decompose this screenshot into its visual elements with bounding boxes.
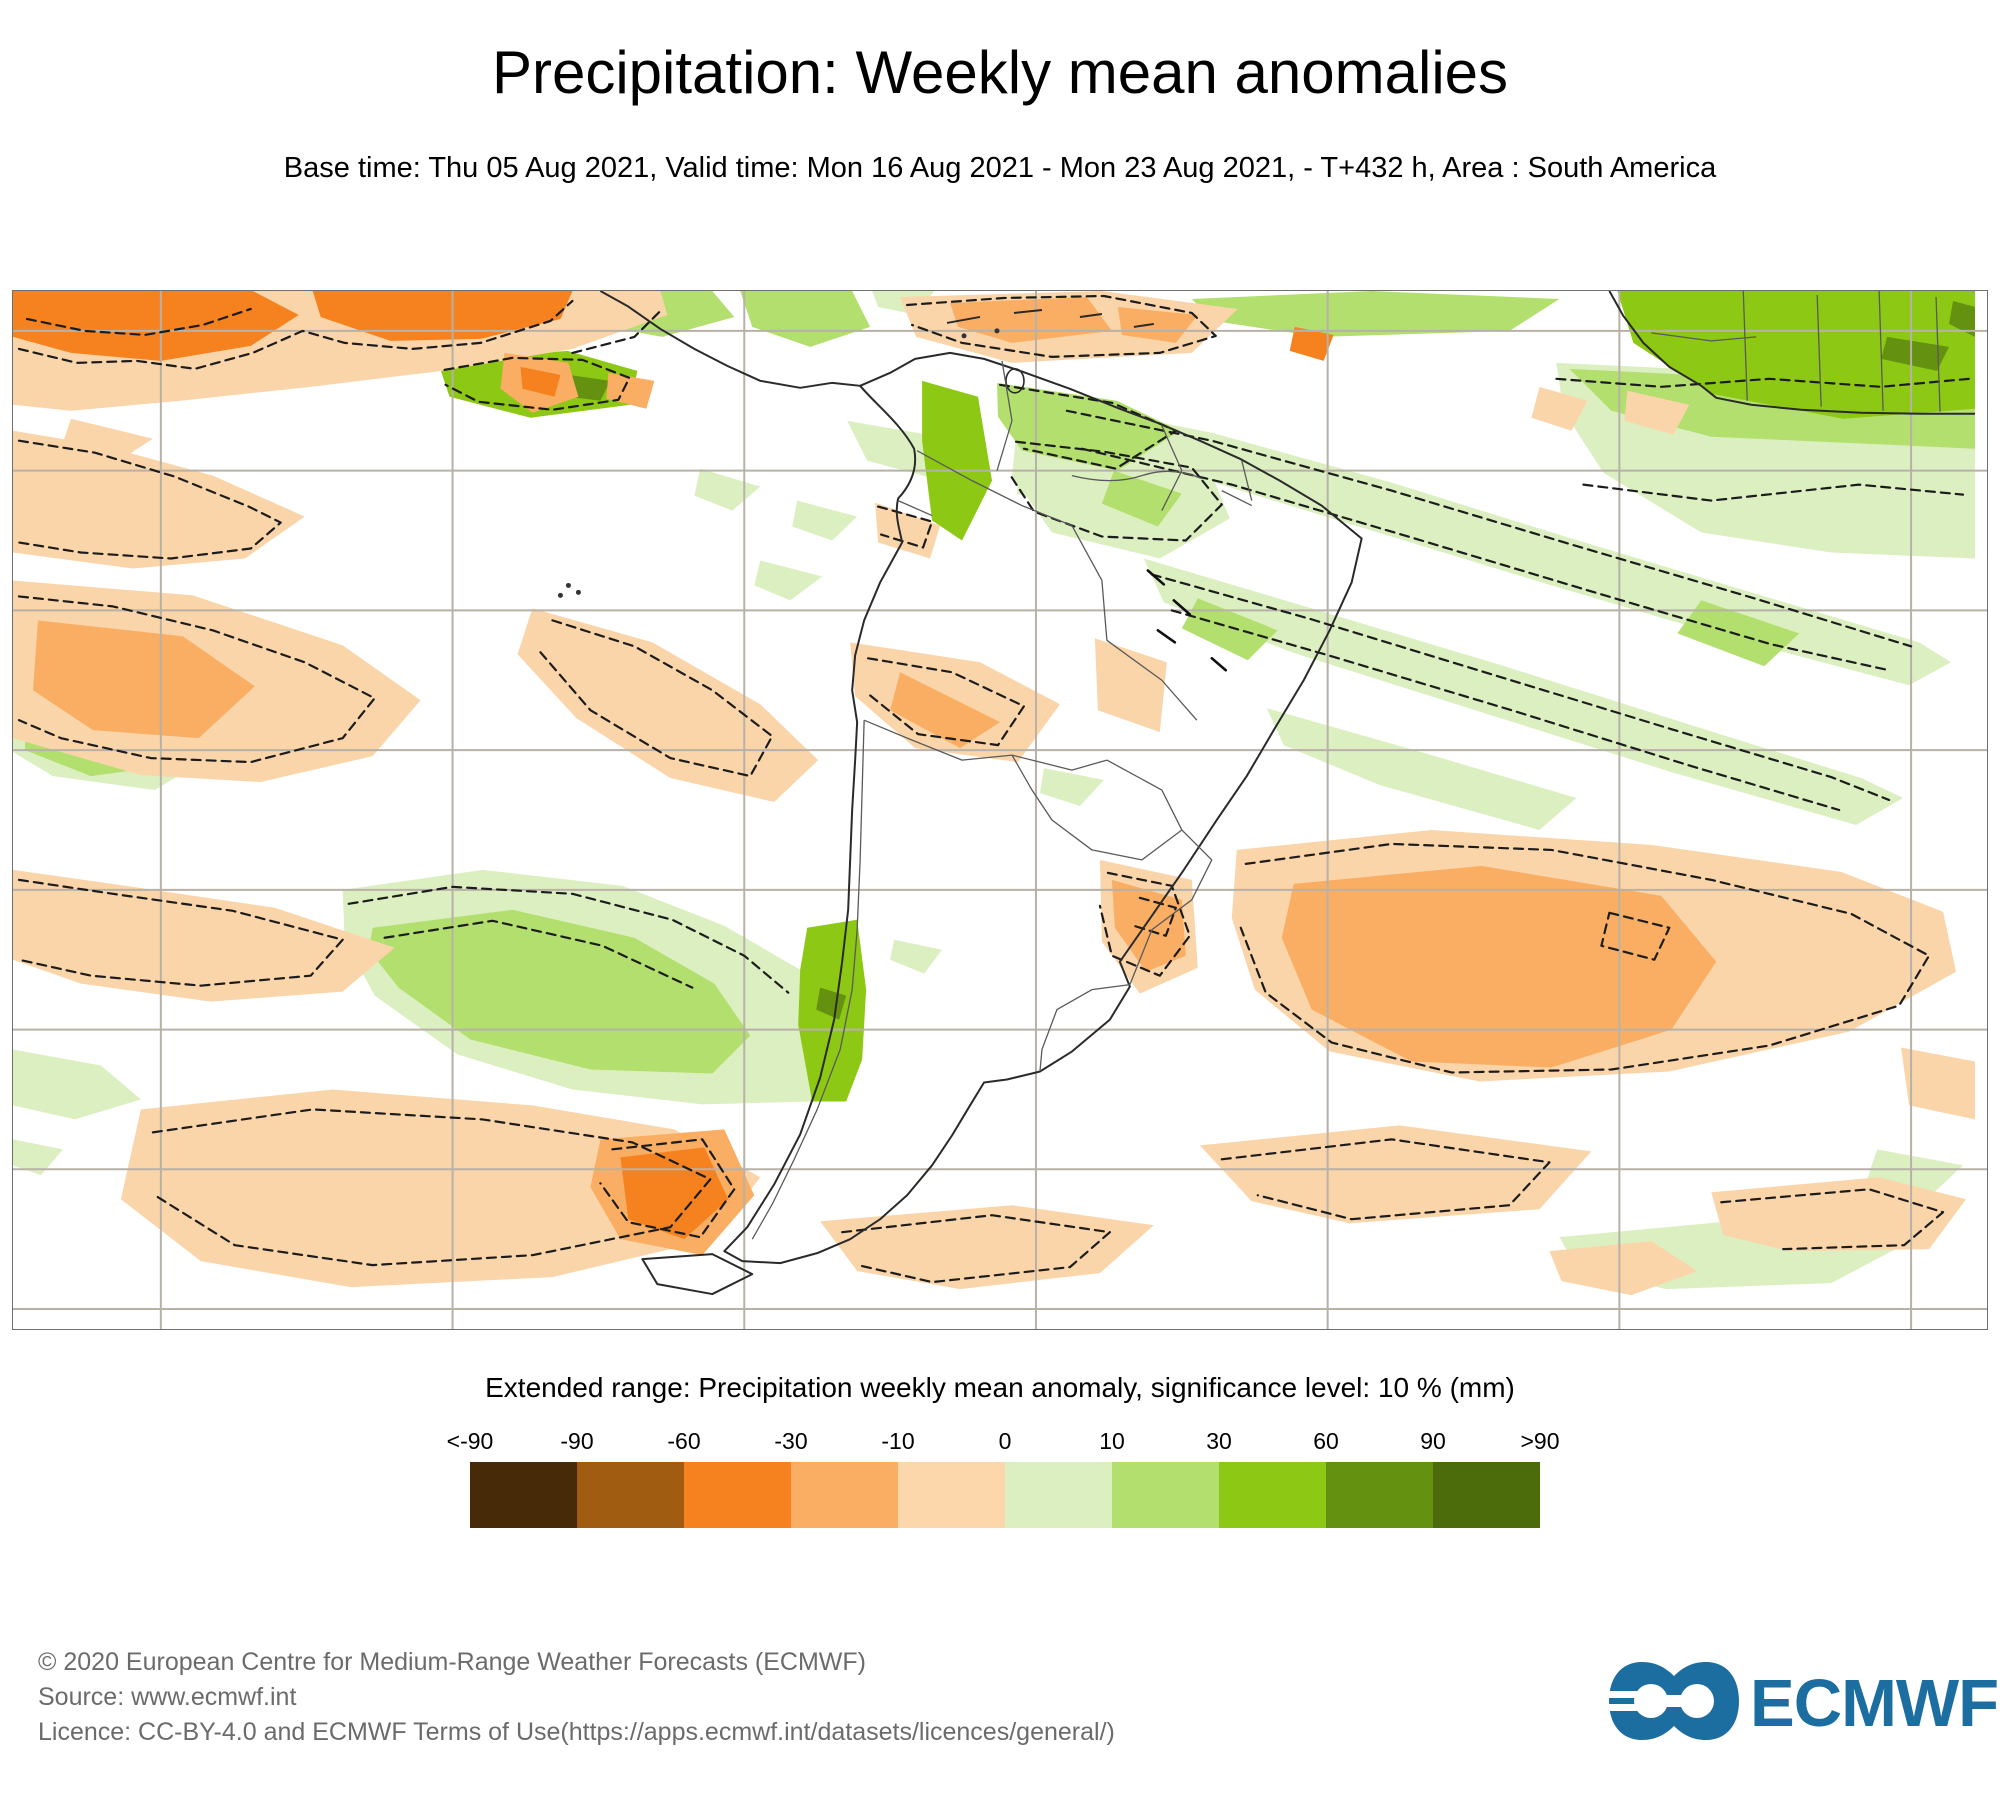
colorbar-cell [1005,1462,1112,1528]
colorbar-tick-label: -60 [667,1428,701,1454]
colorbar-tick-label: 90 [1420,1428,1446,1454]
colorbar-cell [898,1462,1005,1528]
terrain-marks [557,328,1228,672]
footer-source: Source: www.ecmwf.int [38,1683,297,1711]
colorbar-tick-label: 60 [1313,1428,1339,1454]
positive-anomaly-shading [13,291,1976,1290]
footer-licence: Licence: CC-BY-4.0 and ECMWF Terms of Us… [38,1718,1115,1746]
colorbar-cell [470,1462,577,1528]
colorbar-ticks: <-90 -90 -60 -30 -10 0 10 30 60 90 >90 [447,1428,1560,1458]
map-gridlines [13,291,1987,1329]
coastlines [599,291,1976,1296]
anomaly-map-svg [13,291,1987,1329]
colorbar-tick-label: 0 [998,1428,1012,1454]
colorbar-cell [684,1462,791,1528]
colorbar-cell [577,1462,684,1528]
page-subtitle: Base time: Thu 05 Aug 2021, Valid time: … [283,152,1717,184]
legend-title: Extended range: Precipitation weekly mea… [485,1372,1515,1403]
footer: © 2020 European Centre for Medium-Range … [38,1645,1115,1750]
significance-contours [17,294,1971,1284]
colorbar-tick-label: <-90 [446,1428,494,1454]
colorbar-cell [1433,1462,1540,1528]
colorbar-tick-label: -10 [881,1428,915,1454]
anomaly-map [12,290,1988,1330]
colorbar-tick-label: -90 [560,1428,594,1454]
page-title: Precipitation: Weekly mean anomalies [491,39,1509,106]
colorbar-tick-label: >90 [1520,1428,1560,1454]
colorbar-tick-label: 30 [1206,1428,1232,1454]
ecmwf-logo-text: ECMWF [1750,1666,1999,1741]
colorbar-tick-label: 10 [1099,1428,1125,1454]
ecmwf-logo: ECMWF [1607,1662,1999,1745]
colorbar [470,1462,1540,1528]
footer-copyright: © 2020 European Centre for Medium-Range … [38,1648,867,1676]
country-borders [751,291,1941,1240]
colorbar-tick-label: -30 [774,1428,808,1454]
ecmwf-logo-icon [1607,1662,1740,1745]
colorbar-cell [1112,1462,1219,1528]
colorbar-cell [1219,1462,1326,1528]
colorbar-cell [1326,1462,1433,1528]
colorbar-cell [791,1462,898,1528]
